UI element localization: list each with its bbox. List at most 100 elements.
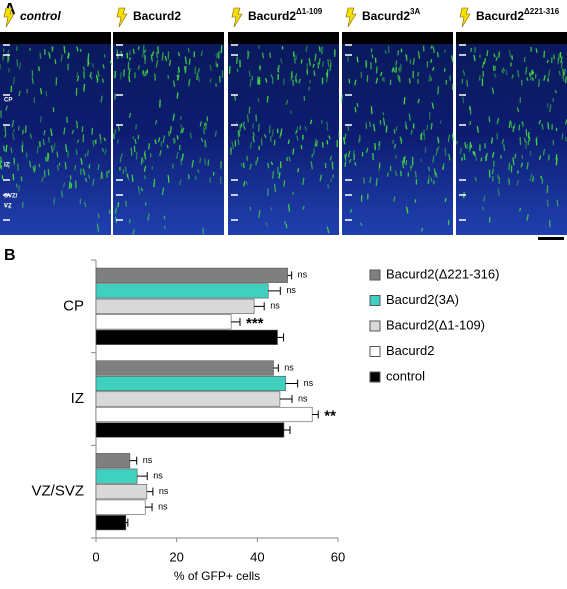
legend-label: control bbox=[386, 368, 425, 383]
gfp-cell bbox=[197, 73, 198, 80]
gfp-cell bbox=[470, 107, 471, 115]
top-band bbox=[0, 32, 111, 44]
gfp-cell bbox=[409, 78, 410, 83]
gfp-cell bbox=[216, 61, 217, 67]
panel-title-sup: 3A bbox=[410, 7, 420, 16]
bar bbox=[96, 423, 284, 438]
gfp-cell bbox=[392, 69, 393, 73]
gfp-cell bbox=[39, 164, 40, 167]
gfp-cell bbox=[445, 148, 446, 156]
micrograph bbox=[456, 32, 567, 235]
zone-label: VZ bbox=[4, 204, 12, 210]
panel-title: Bacurd2 bbox=[133, 9, 181, 23]
gfp-cell bbox=[124, 69, 125, 76]
error-bar bbox=[126, 519, 128, 527]
gfp-cell bbox=[274, 140, 275, 146]
gfp-cell bbox=[487, 50, 488, 56]
gfp-cell bbox=[77, 121, 78, 128]
gfp-cell bbox=[247, 115, 248, 123]
gfp-cell bbox=[431, 59, 432, 63]
gfp-cell bbox=[93, 140, 94, 146]
gfp-cell bbox=[5, 126, 6, 133]
error-bar bbox=[278, 333, 284, 341]
gfp-cell bbox=[84, 84, 85, 92]
gfp-cell bbox=[557, 200, 558, 207]
significance: ns bbox=[298, 393, 308, 403]
bar bbox=[96, 361, 273, 376]
gfp-cell bbox=[370, 122, 371, 127]
gfp-cell bbox=[471, 145, 472, 148]
gfp-cell bbox=[189, 174, 190, 179]
gfp-cell bbox=[98, 164, 99, 170]
gfp-cell bbox=[556, 157, 557, 165]
gfp-cell bbox=[6, 145, 7, 152]
gfp-cell bbox=[3, 48, 4, 51]
bar bbox=[96, 376, 286, 391]
gfp-cell bbox=[22, 145, 23, 152]
zone-label: SVZ/ bbox=[4, 194, 18, 200]
category-label: IZ bbox=[71, 390, 84, 407]
gfp-cell bbox=[129, 76, 130, 82]
gfp-cell bbox=[138, 46, 139, 50]
gfp-cell bbox=[404, 97, 405, 104]
gfp-cell bbox=[146, 71, 147, 76]
gfp-cell bbox=[348, 57, 349, 62]
gfp-cell bbox=[333, 175, 334, 179]
gfp-cell bbox=[185, 66, 186, 73]
gfp-cell bbox=[162, 52, 163, 60]
gfp-cell bbox=[431, 77, 432, 81]
gfp-cell bbox=[250, 79, 251, 87]
bar bbox=[96, 299, 254, 314]
gfp-cell bbox=[158, 46, 159, 53]
gfp-cell bbox=[562, 133, 563, 140]
gfp-cell bbox=[485, 143, 486, 148]
gfp-cell bbox=[169, 131, 170, 136]
gfp-cell bbox=[464, 153, 465, 160]
bar bbox=[96, 484, 147, 499]
significance: *** bbox=[246, 315, 264, 332]
gfp-cell bbox=[80, 199, 81, 205]
gfp-cell bbox=[427, 125, 428, 131]
significance: ns bbox=[159, 486, 169, 496]
gfp-cell bbox=[76, 149, 77, 155]
gfp-cell bbox=[75, 165, 76, 170]
error-bar bbox=[288, 271, 292, 279]
gfp-cell bbox=[530, 151, 531, 156]
lightning-icon bbox=[460, 8, 470, 27]
gfp-cell bbox=[248, 50, 249, 57]
bar bbox=[96, 315, 231, 330]
gfp-cell bbox=[179, 52, 180, 56]
gfp-cell bbox=[259, 124, 260, 132]
significance: ns bbox=[286, 285, 296, 295]
gfp-cell bbox=[515, 154, 516, 159]
lightning-icon bbox=[117, 8, 127, 27]
gfp-cell bbox=[513, 126, 514, 132]
gfp-cell bbox=[16, 184, 17, 188]
gfp-cell bbox=[257, 157, 258, 162]
gfp-cell bbox=[19, 185, 20, 191]
gfp-cell bbox=[173, 164, 174, 169]
gfp-cell bbox=[566, 76, 567, 83]
panel-title-text: control bbox=[20, 9, 61, 23]
top-band bbox=[113, 32, 224, 44]
gfp-cell bbox=[396, 127, 397, 132]
legend-swatch bbox=[370, 270, 380, 280]
gfp-cell bbox=[513, 158, 514, 166]
gfp-cell bbox=[387, 172, 388, 176]
micrograph bbox=[342, 32, 453, 235]
gfp-cell bbox=[221, 45, 222, 53]
gfp-cell bbox=[440, 121, 441, 124]
gfp-cell bbox=[398, 50, 399, 55]
gfp-cell bbox=[57, 165, 58, 170]
gfp-cell bbox=[288, 140, 289, 144]
error-bar bbox=[273, 364, 278, 372]
bar bbox=[96, 268, 288, 283]
gfp-cell bbox=[235, 95, 236, 100]
gfp-cell bbox=[355, 107, 356, 112]
x-axis-label: % of GFP+ cells bbox=[174, 569, 260, 583]
bar bbox=[96, 284, 268, 299]
x-tick-label: 0 bbox=[92, 549, 99, 564]
panel-title-sup: Δ1-109 bbox=[296, 7, 323, 16]
error-bar bbox=[137, 472, 147, 480]
panel-title: Bacurd23A bbox=[362, 7, 420, 23]
